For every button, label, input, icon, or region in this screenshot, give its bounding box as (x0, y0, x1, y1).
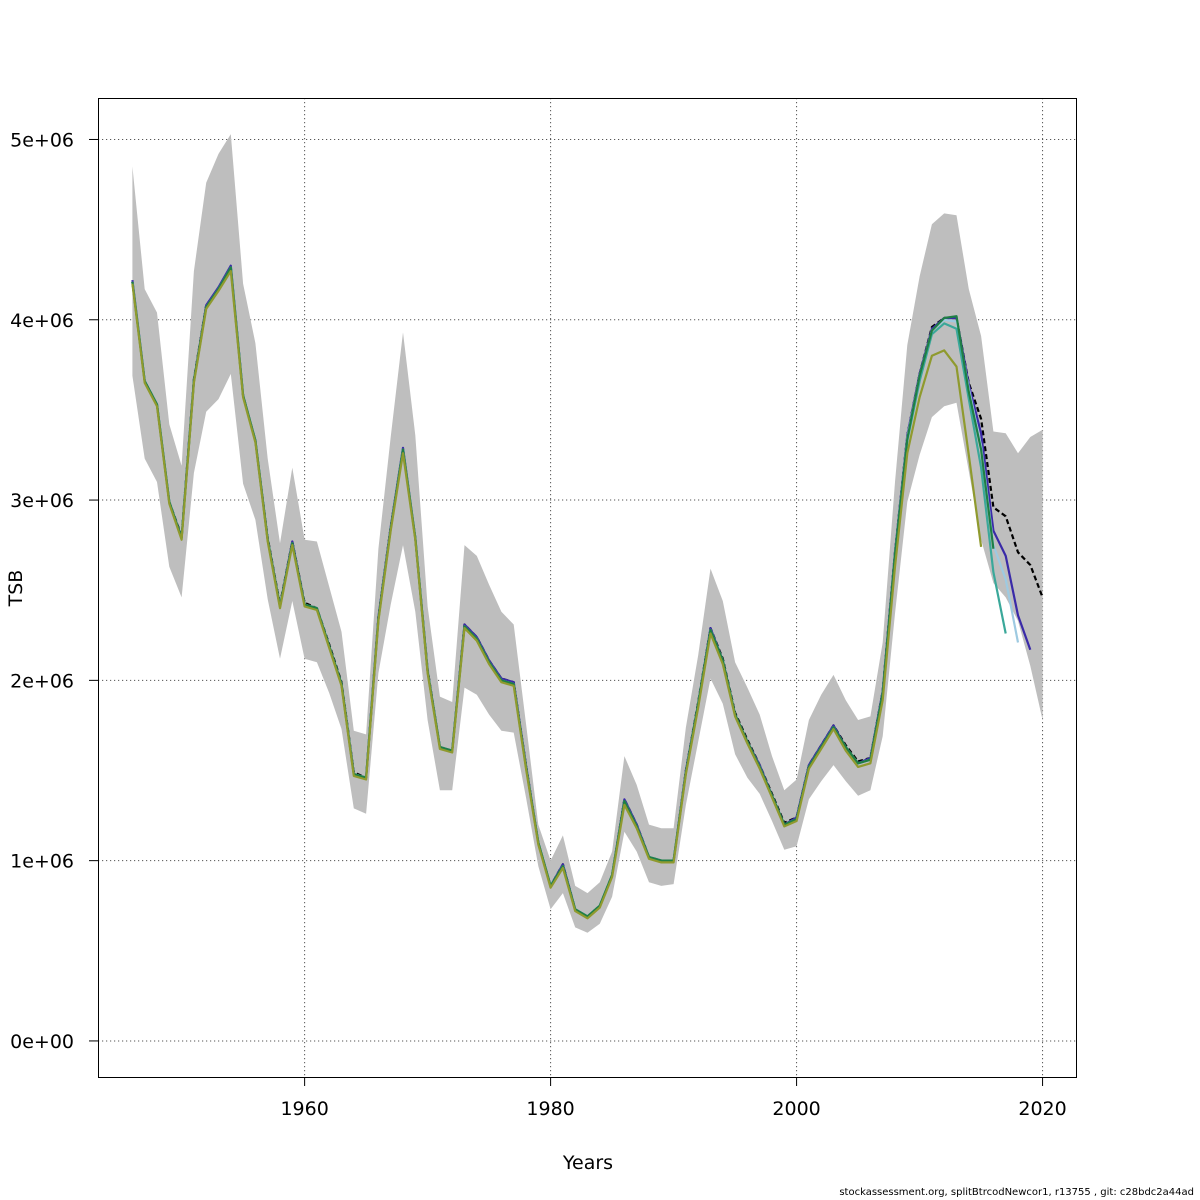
x-axis-label: Years (562, 1152, 613, 1174)
y-axis: 0e+00 1e+06 2e+06 3e+06 4e+06 5e+06 (10, 129, 98, 1053)
y-tick-label: 5e+06 (10, 129, 74, 151)
y-tick-label: 1e+06 (10, 851, 74, 873)
x-tick-label: 1960 (280, 1098, 328, 1120)
plot-frame (98, 98, 1077, 1078)
x-axis: 1960 1980 2000 2020 (280, 1077, 1067, 1120)
footer-credit: stockassessment.org, splitBtrcodNewcor1,… (839, 1187, 1194, 1198)
x-tick-label: 2000 (772, 1098, 820, 1120)
y-tick-label: 0e+00 (10, 1031, 74, 1053)
series-lines (131, 264, 1044, 920)
y-tick-label: 2e+06 (10, 670, 74, 692)
confidence-band (132, 134, 1043, 933)
series-line-4 (131, 266, 995, 918)
y-tick-label: 3e+06 (10, 490, 74, 512)
confidence-band-group (132, 134, 1043, 933)
y-axis-label: TSB (5, 570, 27, 608)
series-line-5 (131, 270, 983, 920)
y-tick-label: 4e+06 (10, 310, 74, 332)
series-line-3 (131, 266, 1007, 918)
x-tick-label: 1980 (526, 1098, 574, 1120)
series-line-2 (131, 266, 1020, 918)
x-tick-label: 2020 (1018, 1098, 1066, 1120)
